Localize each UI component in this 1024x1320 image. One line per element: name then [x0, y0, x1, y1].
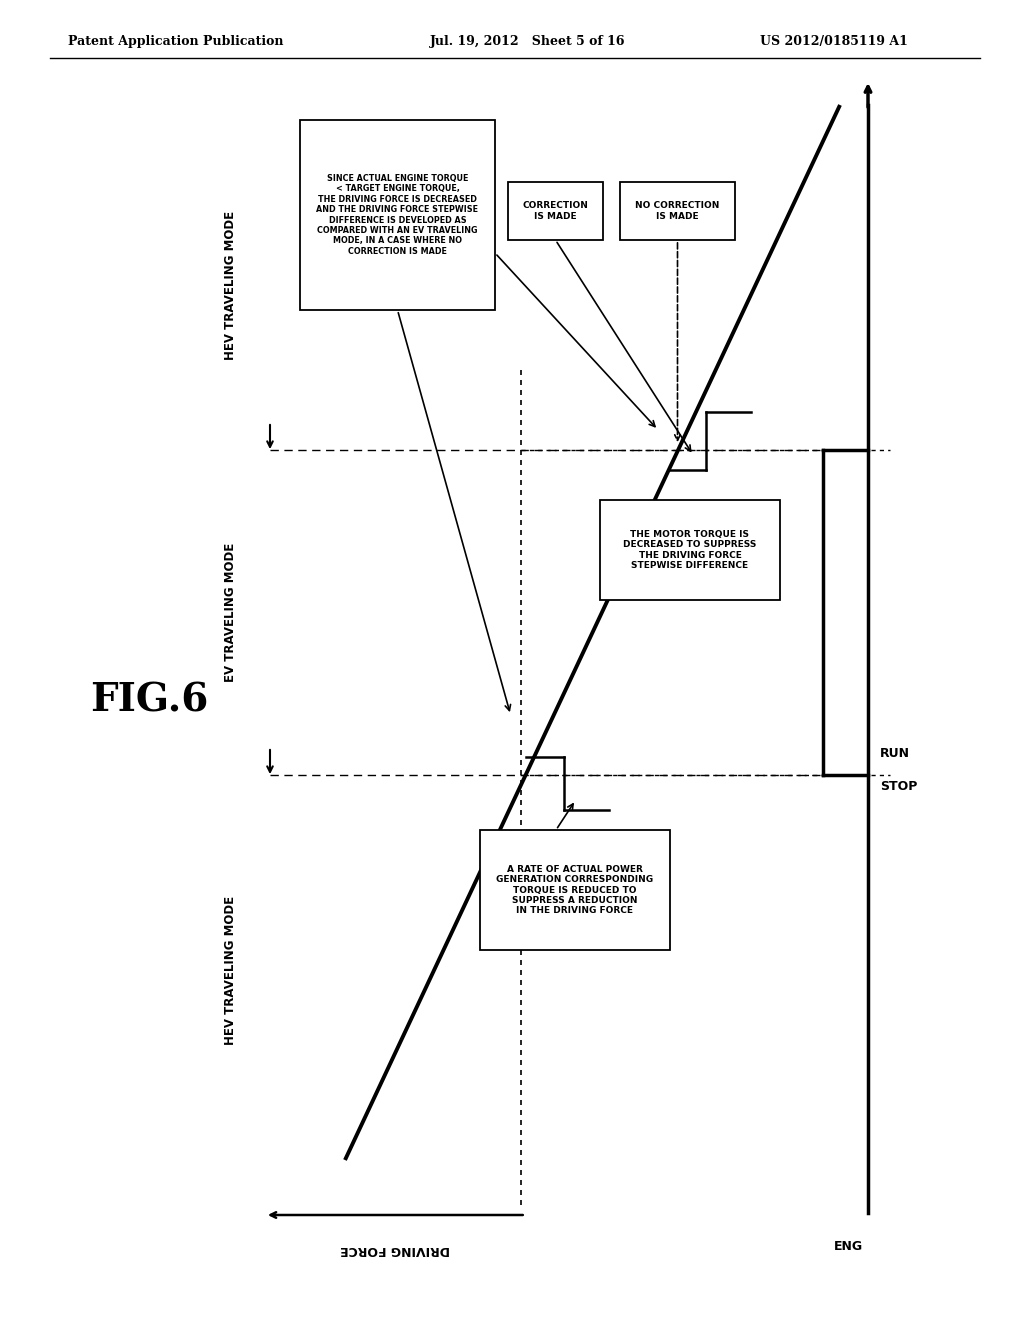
Text: NO CORRECTION
IS MADE: NO CORRECTION IS MADE [635, 201, 720, 220]
Bar [620, 182, 735, 240]
Text: HEV TRAVELING MODE: HEV TRAVELING MODE [223, 210, 237, 359]
Text: EV TRAVELING MODE: EV TRAVELING MODE [223, 543, 237, 682]
Bar [480, 830, 670, 950]
Text: HEV TRAVELING MODE: HEV TRAVELING MODE [223, 895, 237, 1044]
Text: RUN: RUN [880, 747, 910, 760]
Text: US 2012/0185119 A1: US 2012/0185119 A1 [760, 36, 908, 49]
Text: CORRECTION
IS MADE: CORRECTION IS MADE [522, 201, 589, 220]
Text: SINCE ACTUAL ENGINE TORQUE
< TARGET ENGINE TORQUE,
THE DRIVING FORCE IS DECREASE: SINCE ACTUAL ENGINE TORQUE < TARGET ENGI… [316, 174, 478, 256]
Text: Jul. 19, 2012   Sheet 5 of 16: Jul. 19, 2012 Sheet 5 of 16 [430, 36, 626, 49]
Text: DRIVING FORCE: DRIVING FORCE [340, 1243, 451, 1257]
Bar [600, 500, 780, 601]
Text: A RATE OF ACTUAL POWER
GENERATION CORRESPONDING
TORQUE IS REDUCED TO
SUPPRESS A : A RATE OF ACTUAL POWER GENERATION CORRES… [497, 865, 653, 915]
Text: ENG: ENG [834, 1239, 862, 1253]
Text: Patent Application Publication: Patent Application Publication [68, 36, 284, 49]
Bar [300, 120, 495, 310]
Text: STOP: STOP [880, 780, 918, 793]
Text: FIG.6: FIG.6 [90, 681, 208, 719]
Bar [508, 182, 603, 240]
Text: THE MOTOR TORQUE IS
DECREASED TO SUPPRESS
THE DRIVING FORCE
STEPWISE DIFFERENCE: THE MOTOR TORQUE IS DECREASED TO SUPPRES… [624, 529, 757, 570]
